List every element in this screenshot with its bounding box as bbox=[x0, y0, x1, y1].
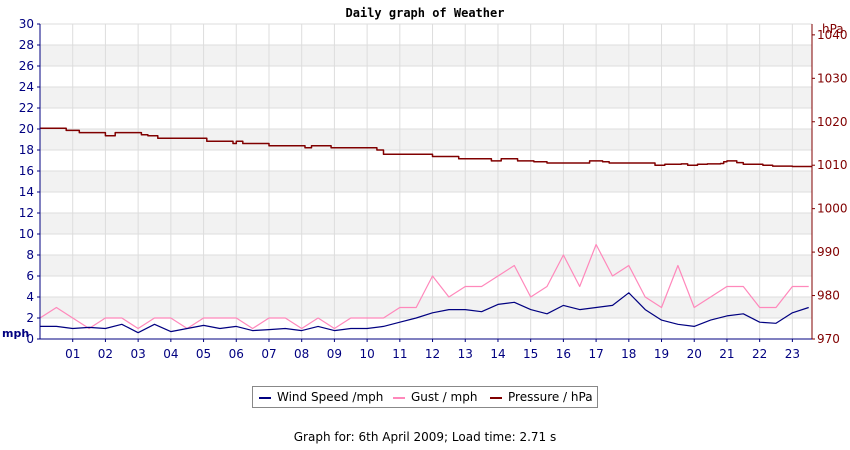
left-axis-tick-label: 12 bbox=[19, 206, 34, 220]
left-axis-tick-label: 16 bbox=[19, 164, 34, 178]
legend-item-gust: Gust / mph bbox=[393, 390, 477, 404]
right-axis-tick-label: 1020 bbox=[817, 115, 848, 129]
left-axis-unit: mph bbox=[2, 327, 29, 340]
footer-status: Graph for: 6th April 2009; Load time: 2.… bbox=[293, 430, 557, 444]
legend-swatch bbox=[393, 396, 405, 399]
chart-band bbox=[40, 255, 812, 276]
left-axis-tick-label: 24 bbox=[19, 80, 34, 94]
left-axis-tick-label: 28 bbox=[19, 38, 34, 52]
x-axis-tick-label: 12 bbox=[425, 347, 440, 361]
right-axis-tick-label: 980 bbox=[817, 289, 840, 303]
x-axis-tick-label: 19 bbox=[654, 347, 669, 361]
left-axis-tick-label: 4 bbox=[26, 290, 34, 304]
chart-legend: Wind Speed /mph Gust / mph Pressure / hP… bbox=[252, 386, 598, 408]
x-axis-tick-label: 09 bbox=[327, 347, 342, 361]
left-axis-tick-label: 8 bbox=[26, 248, 34, 262]
chart-band bbox=[40, 297, 812, 318]
x-axis-tick-label: 04 bbox=[163, 347, 178, 361]
x-axis-tick-label: 02 bbox=[98, 347, 113, 361]
series-line-wind-speed-mph bbox=[40, 292, 809, 334]
legend-swatch bbox=[259, 396, 271, 399]
left-axis-tick-label: 22 bbox=[19, 101, 34, 115]
x-axis-tick-label: 01 bbox=[65, 347, 80, 361]
x-axis-tick-label: 22 bbox=[752, 347, 767, 361]
chart-grid bbox=[40, 23, 812, 340]
x-axis-tick-label: 18 bbox=[621, 347, 636, 361]
x-axis-tick-label: 08 bbox=[294, 347, 309, 361]
chart-band bbox=[40, 129, 812, 150]
right-axis-tick-label: 970 bbox=[817, 332, 840, 346]
x-axis-tick-label: 17 bbox=[588, 347, 603, 361]
x-axis-tick-label: 03 bbox=[130, 347, 145, 361]
right-axis-tick-label: 1010 bbox=[817, 158, 848, 172]
right-axis-tick-label: 990 bbox=[817, 245, 840, 259]
series-line-gust-mph bbox=[39, 243, 809, 330]
legend-label: Wind Speed /mph bbox=[277, 390, 384, 404]
chart-band bbox=[40, 87, 812, 108]
x-axis-tick-label: 23 bbox=[785, 347, 800, 361]
x-axis-tick-label: 14 bbox=[490, 347, 505, 361]
right-axis-tick-label: 1030 bbox=[817, 71, 848, 85]
x-axis-tick-label: 10 bbox=[359, 347, 374, 361]
legend-item-pressure: Pressure / hPa bbox=[490, 390, 593, 404]
left-axis-tick-label: 30 bbox=[19, 17, 34, 31]
left-axis-tick-label: 0 bbox=[26, 332, 34, 346]
right-axis-tick-label: 1040 bbox=[817, 28, 848, 42]
x-axis-tick-label: 13 bbox=[458, 347, 473, 361]
left-axis-tick-label: 2 bbox=[26, 311, 34, 325]
x-axis-tick-label: 21 bbox=[719, 347, 734, 361]
x-axis-tick-label: 11 bbox=[392, 347, 407, 361]
legend-label: Gust / mph bbox=[411, 390, 478, 404]
right-axis-unit: hPa bbox=[822, 22, 844, 36]
chart-series bbox=[39, 127, 812, 334]
x-axis-tick-label: 20 bbox=[687, 347, 702, 361]
left-axis-tick-label: 26 bbox=[19, 59, 34, 73]
left-axis-tick-label: 10 bbox=[19, 227, 34, 241]
left-axis-tick-label: 14 bbox=[19, 185, 34, 199]
x-axis-tick-label: 06 bbox=[229, 347, 244, 361]
series-line-pressure-hpa bbox=[40, 127, 812, 168]
legend-label: Pressure / hPa bbox=[508, 390, 593, 404]
right-axis-tick-label: 1000 bbox=[817, 202, 848, 216]
legend-swatch bbox=[490, 396, 502, 399]
legend-item-wind-speed: Wind Speed /mph bbox=[259, 390, 383, 404]
left-axis-tick-label: 6 bbox=[26, 269, 34, 283]
chart-band bbox=[40, 45, 812, 66]
x-axis-tick-label: 16 bbox=[556, 347, 571, 361]
left-axis-tick-label: 18 bbox=[19, 143, 34, 157]
x-axis-tick-label: 07 bbox=[261, 347, 276, 361]
chart-band bbox=[40, 213, 812, 234]
chart-band bbox=[40, 171, 812, 192]
x-axis-tick-label: 15 bbox=[523, 347, 538, 361]
x-axis-tick-label: 05 bbox=[196, 347, 211, 361]
chart-bands bbox=[40, 45, 812, 318]
chart-title: Daily graph of Weather bbox=[346, 6, 505, 20]
left-axis-tick-label: 20 bbox=[19, 122, 34, 136]
